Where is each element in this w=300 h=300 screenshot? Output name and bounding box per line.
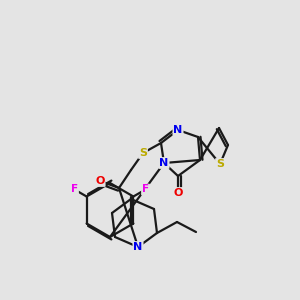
Text: N: N: [173, 125, 183, 135]
Text: S: S: [139, 148, 147, 158]
Text: S: S: [216, 159, 224, 169]
Text: O: O: [173, 188, 183, 198]
Text: F: F: [71, 184, 78, 194]
Text: F: F: [142, 184, 149, 194]
Text: N: N: [159, 158, 169, 168]
Text: N: N: [134, 242, 142, 252]
Text: O: O: [95, 176, 105, 186]
